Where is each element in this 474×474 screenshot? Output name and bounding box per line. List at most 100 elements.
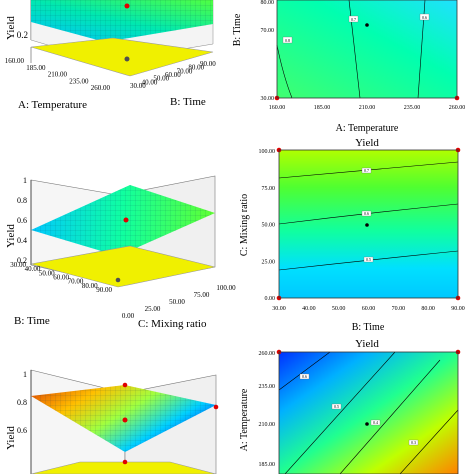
- z-axis-label: Yield: [5, 16, 17, 40]
- x-tick: 90.00: [451, 306, 465, 312]
- contour-line: [284, 351, 396, 474]
- x-axis-label: B: Time: [14, 315, 50, 327]
- x-axis-label: A: Temperature: [336, 123, 399, 134]
- x-tick: 260.00: [449, 105, 466, 111]
- x-tick: 260.00: [91, 84, 111, 92]
- contour-fill: [279, 150, 458, 298]
- z-tick: 0.8: [17, 196, 27, 205]
- y-tick: 100.00: [259, 149, 276, 155]
- x-tick: 160.00: [269, 105, 286, 111]
- contour-label: 0.7: [364, 168, 369, 173]
- contour-label: 0.5: [366, 257, 371, 262]
- floor-projection: [30, 245, 216, 288]
- y-axis-label: B: Time: [232, 13, 243, 46]
- y-tick: 260.00: [259, 351, 276, 357]
- contour-fill: [277, 0, 457, 98]
- x-axis-label: B: Time: [352, 322, 385, 333]
- y-tick: 50.00: [262, 223, 276, 229]
- x-tick: 210.00: [359, 105, 376, 111]
- z-tick: 1: [23, 176, 27, 185]
- x-tick: 185.00: [26, 64, 46, 72]
- y-tick: 25.00: [262, 259, 276, 265]
- y-tick: 60.00: [165, 71, 181, 79]
- y-axis-label: B: Time: [170, 96, 206, 108]
- design-point-projection: [115, 277, 121, 283]
- x-tick: 160.00: [5, 57, 25, 65]
- z-tick: 0.4: [17, 236, 27, 245]
- contour-line: [399, 409, 459, 474]
- y-tick: 25.00: [145, 305, 161, 313]
- design-point-marker: [365, 422, 369, 426]
- x-tick: 30.00: [272, 306, 286, 312]
- y-tick: 235.00: [259, 384, 276, 390]
- y-tick: 75.00: [194, 291, 210, 299]
- contour-fill: [279, 352, 458, 474]
- design-point-marker: [123, 217, 129, 223]
- contour-label: 0.3: [411, 440, 416, 445]
- floor-projection: [30, 461, 217, 474]
- panel-surface-3: Yield 1 0.8 0.6: [5, 369, 219, 474]
- x-tick: 40.00: [25, 265, 41, 273]
- z-tick: 1: [23, 370, 27, 379]
- z-tick: 0.8: [17, 398, 27, 407]
- corner-point: [213, 404, 219, 410]
- y-axis-label: C: Mixing ratio: [138, 318, 207, 330]
- x-tick: 210.00: [48, 71, 68, 79]
- x-tick: 50.00: [332, 306, 346, 312]
- panel-surface-2: Yield 10.80.60.40.2 30.0040.0050.0060.00…: [5, 175, 236, 330]
- contour-line: [339, 359, 441, 474]
- y-tick: 50.00: [153, 75, 169, 83]
- contour-label: 0.6: [422, 15, 427, 20]
- x-tick: 60.00: [362, 306, 376, 312]
- panel-contour-3: Yield A: Temperature 0.6 0.5 0.4 0.3 260…: [239, 338, 461, 474]
- z-tick: 0.6: [17, 216, 27, 225]
- y-tick: 0.00: [265, 296, 276, 302]
- y-tick: 90.00: [200, 60, 216, 68]
- x-tick: 70.00: [392, 306, 406, 312]
- design-point-marker: [124, 3, 130, 9]
- y-tick: 75.00: [262, 186, 276, 192]
- contour-line: [278, 351, 331, 391]
- z-axis-label: Yield: [5, 426, 17, 450]
- y-tick: 185.00: [259, 462, 276, 468]
- y-tick: 30.00: [261, 96, 275, 102]
- z-tick: 0.2: [17, 256, 27, 265]
- design-point-marker: [365, 223, 369, 227]
- z-tick: 0.6: [17, 426, 27, 435]
- corner-point: [122, 459, 128, 465]
- panel-contour-1: B: Time 0.8 0.7 0.6 80.00 70.00 30.00 16…: [232, 0, 465, 134]
- x-tick: 30.00: [10, 261, 26, 269]
- design-point-marker: [365, 23, 369, 27]
- contour-label: 0.6: [364, 211, 369, 216]
- y-tick: 50.00: [169, 298, 185, 306]
- y-tick: 70.00: [177, 67, 193, 75]
- panel-surface-1: Yield 0.2 160.00185.00210.00235.00260.00…: [5, 0, 216, 111]
- design-point-marker: [122, 417, 128, 423]
- contour-line: [276, 44, 293, 99]
- y-tick: 70.00: [261, 28, 275, 34]
- contour-label: 0.5: [334, 404, 339, 409]
- contour-label: 0.8: [285, 38, 290, 43]
- x-tick: 80.00: [421, 306, 435, 312]
- corner-point: [122, 382, 128, 388]
- panel-contour-2: Yield C: Mixing ratio 0.7 0.6 0.5 0.00 25…: [239, 137, 465, 333]
- y-tick: 0.00: [122, 312, 135, 320]
- design-point-projection: [124, 56, 130, 62]
- y-axis-label: C: Mixing ratio: [239, 194, 250, 256]
- chart-title: Yield: [355, 137, 379, 149]
- contour-label: 0.4: [373, 420, 378, 425]
- x-tick: 90.00: [96, 286, 112, 294]
- contour-label: 0.6: [302, 374, 307, 379]
- x-axis-label: A: Temperature: [18, 99, 87, 111]
- y-tick: 80.00: [188, 64, 204, 72]
- y-tick: 40.00: [142, 78, 158, 86]
- x-tick: 70.00: [68, 278, 84, 286]
- y-tick: 210.00: [259, 422, 276, 428]
- y-tick: 80.00: [261, 0, 275, 6]
- x-tick: 235.00: [404, 105, 421, 111]
- x-tick: 60.00: [53, 274, 69, 282]
- contour-label: 0.7: [351, 17, 356, 22]
- chart-title: Yield: [355, 338, 379, 350]
- floor-projection: [30, 37, 214, 77]
